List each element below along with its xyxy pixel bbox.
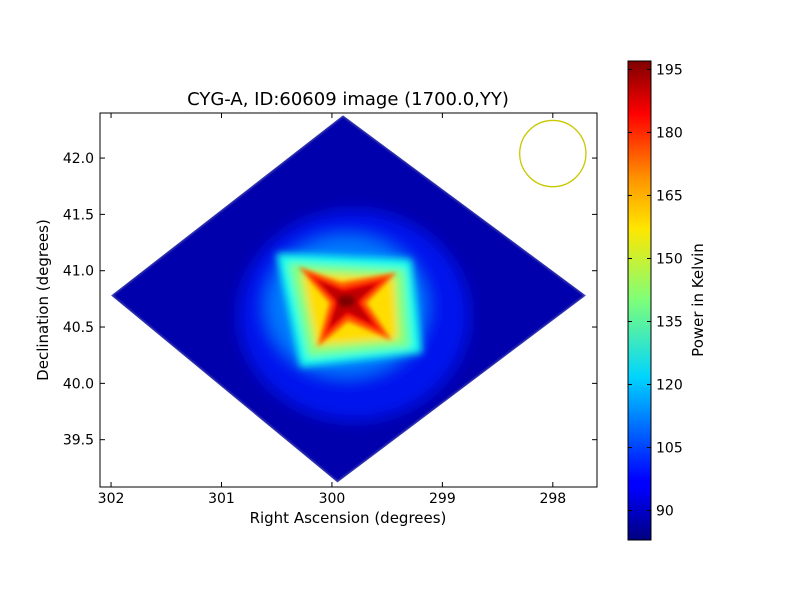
colorbar-tick-label: 165 xyxy=(656,188,683,204)
colorbar-tick-label: 195 xyxy=(656,62,683,78)
x-axis: 302 301 300 299 298 xyxy=(98,113,566,507)
x-tick-label: 301 xyxy=(208,491,235,507)
x-tick-label: 299 xyxy=(429,491,456,507)
heat-core xyxy=(298,266,397,347)
y-tick-label: 42.0 xyxy=(63,151,94,167)
colorbar-tick-label: 150 xyxy=(656,251,683,267)
colorbar-tick-label: 120 xyxy=(656,378,683,394)
beam-circle xyxy=(519,119,587,188)
y-tick-label: 41.5 xyxy=(63,207,94,223)
x-tick-label: 302 xyxy=(98,491,125,507)
y-tick-label: 41.0 xyxy=(63,264,94,280)
colorbar-tick-label: 180 xyxy=(656,125,683,141)
chart-title: CYG-A, ID:60609 image (1700.0,YY) xyxy=(187,89,509,110)
y-tick-label: 39.5 xyxy=(63,433,94,449)
colorbar xyxy=(627,60,652,541)
y-tick-label: 40.0 xyxy=(63,376,94,392)
x-tick-label: 298 xyxy=(539,491,566,507)
plot-frame xyxy=(99,112,598,488)
y-axis: 39.5 40.0 40.5 41.0 41.5 42.0 xyxy=(63,151,597,449)
x-axis-label: Right Ascension (degrees) xyxy=(250,509,447,527)
colorbar-tick-label: 105 xyxy=(656,441,683,457)
colorbar-label: Power in Kelvin xyxy=(689,243,707,357)
y-axis-label: Declination (degrees) xyxy=(34,219,52,381)
colorbar-ticks: 90 105 120 135 150 165 180 195 xyxy=(628,62,683,520)
colorbar-tick-label: 135 xyxy=(656,315,683,331)
heatmap-image xyxy=(111,115,586,483)
x-tick-label: 300 xyxy=(319,491,346,507)
y-tick-label: 40.5 xyxy=(63,320,94,336)
colorbar-tick-label: 90 xyxy=(656,504,674,520)
